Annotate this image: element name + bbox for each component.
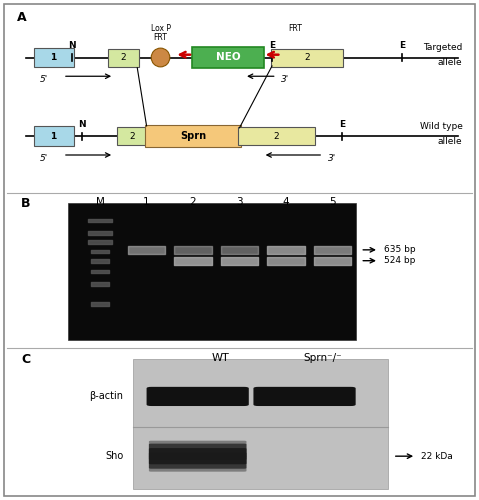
FancyBboxPatch shape [149,440,247,457]
Bar [68,204,355,340]
FancyBboxPatch shape [34,126,74,146]
FancyBboxPatch shape [108,48,139,66]
Text: 1: 1 [143,197,150,207]
Text: N: N [78,120,85,128]
Text: Targeted: Targeted [423,43,463,52]
Text: WT: WT [212,353,230,363]
Text: 5': 5' [40,76,48,84]
Text: E: E [269,41,275,50]
Text: C: C [21,353,30,366]
Text: NEO: NEO [216,52,240,62]
Text: 4: 4 [283,197,289,207]
Bar [133,359,388,488]
Text: 2: 2 [190,197,196,207]
Text: M: M [96,197,104,207]
Text: FRT: FRT [154,34,168,42]
Text: allele: allele [438,136,463,145]
FancyBboxPatch shape [147,387,249,406]
FancyBboxPatch shape [149,444,247,460]
Text: 635 bp: 635 bp [384,246,415,254]
Text: Sprn⁻/⁻: Sprn⁻/⁻ [304,353,342,363]
Text: FRT: FRT [288,24,302,33]
Text: 2: 2 [304,53,310,62]
Text: 5: 5 [329,197,336,207]
FancyBboxPatch shape [253,387,355,406]
FancyBboxPatch shape [117,127,148,145]
Text: 2: 2 [274,132,279,141]
FancyBboxPatch shape [34,48,74,68]
FancyBboxPatch shape [149,456,247,471]
FancyBboxPatch shape [271,48,343,66]
Text: β-actin: β-actin [90,390,123,400]
Text: allele: allele [438,58,463,67]
Text: 3: 3 [236,197,243,207]
Text: 3': 3' [328,154,336,163]
Text: 5': 5' [40,154,48,163]
FancyBboxPatch shape [238,127,315,145]
Text: 1: 1 [50,132,57,141]
FancyBboxPatch shape [149,452,247,468]
Text: Lox P: Lox P [150,24,171,33]
FancyBboxPatch shape [149,448,247,464]
FancyBboxPatch shape [145,126,241,147]
Text: A: A [16,10,26,24]
Text: 2: 2 [130,132,136,141]
Text: 2: 2 [121,53,126,62]
Ellipse shape [151,48,170,67]
Text: 524 bp: 524 bp [384,256,415,265]
FancyBboxPatch shape [192,46,264,68]
Text: 22 kDa: 22 kDa [421,452,453,460]
Text: 1: 1 [50,53,57,62]
Text: Sprn: Sprn [180,131,206,141]
Text: B: B [21,197,31,210]
Text: Sho: Sho [105,451,123,461]
Text: 3': 3' [281,76,290,84]
Text: E: E [339,120,345,128]
Text: E: E [399,41,405,50]
Text: Wild type: Wild type [420,122,463,130]
Text: N: N [68,41,76,50]
